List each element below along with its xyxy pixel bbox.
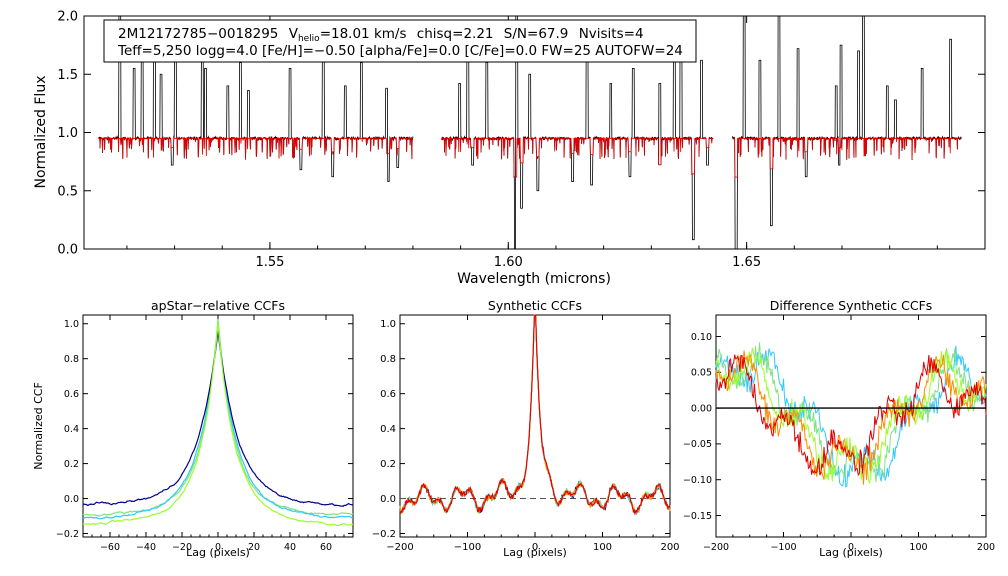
apstar-ccf-ticks: −60 −40 −20 0 20 40 60 −0.2 0.0 0.2 0.4 0.6 0.8 1.0 <box>56 315 354 553</box>
synthetic-ccf-line-visit-1 <box>399 314 671 515</box>
ccf-line-visit-2 <box>83 326 354 520</box>
x-tick-label: −200 <box>386 542 413 553</box>
legend-box <box>103 19 697 63</box>
x-tick-label: 1.65 <box>732 255 761 270</box>
synthetic-ccf-line-visit-3 <box>399 314 671 516</box>
x-tick-label: −60 <box>100 542 120 553</box>
x-tick-label: 200 <box>977 542 995 553</box>
synthetic-ccf-ticks: −200 −100 0 100 200 −0.2 0.0 0.2 0.4 0.6 0.8 1.0 <box>372 315 680 553</box>
legend-vhelio-value: =18.01 km/s <box>320 26 407 42</box>
y-tick-label: 0.2 <box>64 459 79 470</box>
difference-ccf-line-visit-5 <box>715 354 987 476</box>
difference-ccf-series <box>715 342 987 488</box>
spectrum-series <box>98 15 962 250</box>
model-spectrum-chip-1 <box>98 137 413 160</box>
observed-spectrum-chip-2 <box>441 15 714 250</box>
model-spectrum-chip-2 <box>441 137 714 178</box>
y-tick-label: −0.2 <box>372 529 396 540</box>
y-tick-label: 0.4 <box>64 424 79 435</box>
synthetic-ccf-x-axis-label: Lag (pixels) <box>503 546 567 559</box>
x-tick-label: −20 <box>172 542 192 553</box>
y-tick-label: 0.8 <box>380 354 396 365</box>
synthetic-ccf-line-visit-5 <box>399 314 671 516</box>
legend-vhelio-prefix: V <box>289 26 299 42</box>
legend-snr: S/N=67.9 <box>504 26 569 42</box>
synthetic-ccf-series <box>399 314 671 516</box>
y-tick-label: 0.05 <box>691 368 712 379</box>
legend-chisq: chisq=2.21 <box>417 26 494 42</box>
y-tick-label: 0.10 <box>691 332 712 343</box>
x-tick-label: 1.55 <box>255 255 284 270</box>
x-tick-label: 100 <box>593 542 612 553</box>
y-tick-label: 0.0 <box>380 494 396 505</box>
model-spectrum-chip-3 <box>732 137 962 178</box>
apstar-ccf-title: apStar−relative CCFs <box>151 298 285 313</box>
observed-spectrum-chip-1 <box>98 15 414 182</box>
y-tick-label: 0.0 <box>57 243 78 258</box>
y-tick-label: 0.6 <box>64 389 79 400</box>
x-tick-label: −40 <box>136 542 156 553</box>
apstar-ccf-y-axis-label: Normalized CCF <box>32 382 45 470</box>
observed-spectrum-chip-3 <box>731 15 962 250</box>
difference-ccf-x-axis-label: Lag (pixels) <box>819 546 883 559</box>
y-tick-label: 0.4 <box>380 424 396 435</box>
y-tick-label: 0.0 <box>64 494 79 505</box>
y-tick-label: 0.8 <box>64 354 79 365</box>
x-tick-label: 1.60 <box>494 255 523 270</box>
x-tick-label: 0 <box>532 542 538 553</box>
legend-line-1: 2M12172785−0018295 Vhelio=18.01 km/s chi… <box>118 26 644 44</box>
difference-ccf-plot-frame <box>715 314 987 538</box>
difference-ccf-ticks: −200 −100 0 100 200 −0.15 −0.10 −0.05 0.00 0.05 0.… <box>683 315 995 553</box>
apstar-ccf-plot-frame <box>82 314 354 538</box>
legend-nvisits: Nvisits=4 <box>579 26 644 42</box>
y-tick-label: 0.5 <box>57 184 78 199</box>
spectrum-legend: 2M12172785−0018295 Vhelio=18.01 km/s chi… <box>103 19 697 63</box>
x-tick-label: 60 <box>320 542 332 553</box>
synthetic-ccf-line-visit-4 <box>399 314 671 515</box>
difference-ccf-title: Difference Synthetic CCFs <box>770 298 933 313</box>
difference-ccf-line-visit-4 <box>715 350 987 485</box>
apstar-ccf-panel: −60 −40 −20 0 20 40 60 −0.2 0.0 0.2 0.4 0.6 0.8 1.0 a… <box>32 298 354 559</box>
y-tick-label: 1.0 <box>57 126 78 141</box>
ccf-line-visit-1 <box>82 319 354 517</box>
y-tick-label: −0.15 <box>683 511 712 522</box>
x-tick-label: −100 <box>454 542 481 553</box>
apstar-ccf-x-axis-label: Lag (pixels) <box>186 546 250 559</box>
y-tick-label: 1.5 <box>57 68 78 83</box>
apstar-ccf-series <box>82 319 354 527</box>
y-tick-label: 2.0 <box>57 10 78 25</box>
difference-ccf-line-visit-1 <box>715 345 987 488</box>
x-tick-label: 20 <box>248 542 260 553</box>
legend-star-id: 2M12172785−0018295 <box>118 26 278 42</box>
x-tick-label: 0 <box>848 542 854 553</box>
ccf-line-visit-3 <box>82 331 354 508</box>
synthetic-ccf-panel: −200 −100 0 100 200 −0.2 0.0 0.2 0.4 0.6 0.8 1.0 Sy… <box>372 298 680 559</box>
y-tick-label: −0.2 <box>56 529 79 540</box>
y-tick-label: 1.0 <box>380 319 396 330</box>
x-tick-label: −100 <box>770 542 796 553</box>
x-tick-label: 0 <box>215 542 221 553</box>
y-tick-label: 1.0 <box>64 319 79 330</box>
spectrum-ticks: 1.55 1.60 1.65 0.0 0.5 1.0 1.5 2.0 <box>57 10 985 270</box>
synthetic-ccf-line-visit-2 <box>399 314 671 515</box>
x-tick-label: 200 <box>660 542 679 553</box>
x-tick-label: 40 <box>284 542 296 553</box>
y-tick-label: 0.00 <box>691 403 712 414</box>
synthetic-ccf-title: Synthetic CCFs <box>488 298 582 313</box>
legend-vhelio-sub: helio <box>298 34 320 44</box>
x-tick-label: 100 <box>909 542 927 553</box>
ccf-line-visit-4 <box>82 323 354 527</box>
legend-line-2: Teff=5,250 logg=4.0 [Fe/H]=−0.50 [alpha/… <box>117 43 683 59</box>
y-tick-label: −0.10 <box>683 475 712 486</box>
y-tick-label: −0.05 <box>683 439 712 450</box>
difference-ccf-panel: −200 −100 0 100 200 −0.15 −0.10 −0.05 0.00 0.05 0.… <box>683 298 995 559</box>
spectrum-x-axis-label: Wavelength (microns) <box>457 271 611 287</box>
y-tick-label: 0.2 <box>380 459 396 470</box>
x-tick-label: −200 <box>703 542 729 553</box>
spectrum-panel: 1.55 1.60 1.65 0.0 0.5 1.0 1.5 2.0 2M12172785−0… <box>33 10 986 287</box>
spectrum-y-axis-label: Normalized Flux <box>33 76 49 189</box>
y-tick-label: 0.6 <box>380 389 396 400</box>
